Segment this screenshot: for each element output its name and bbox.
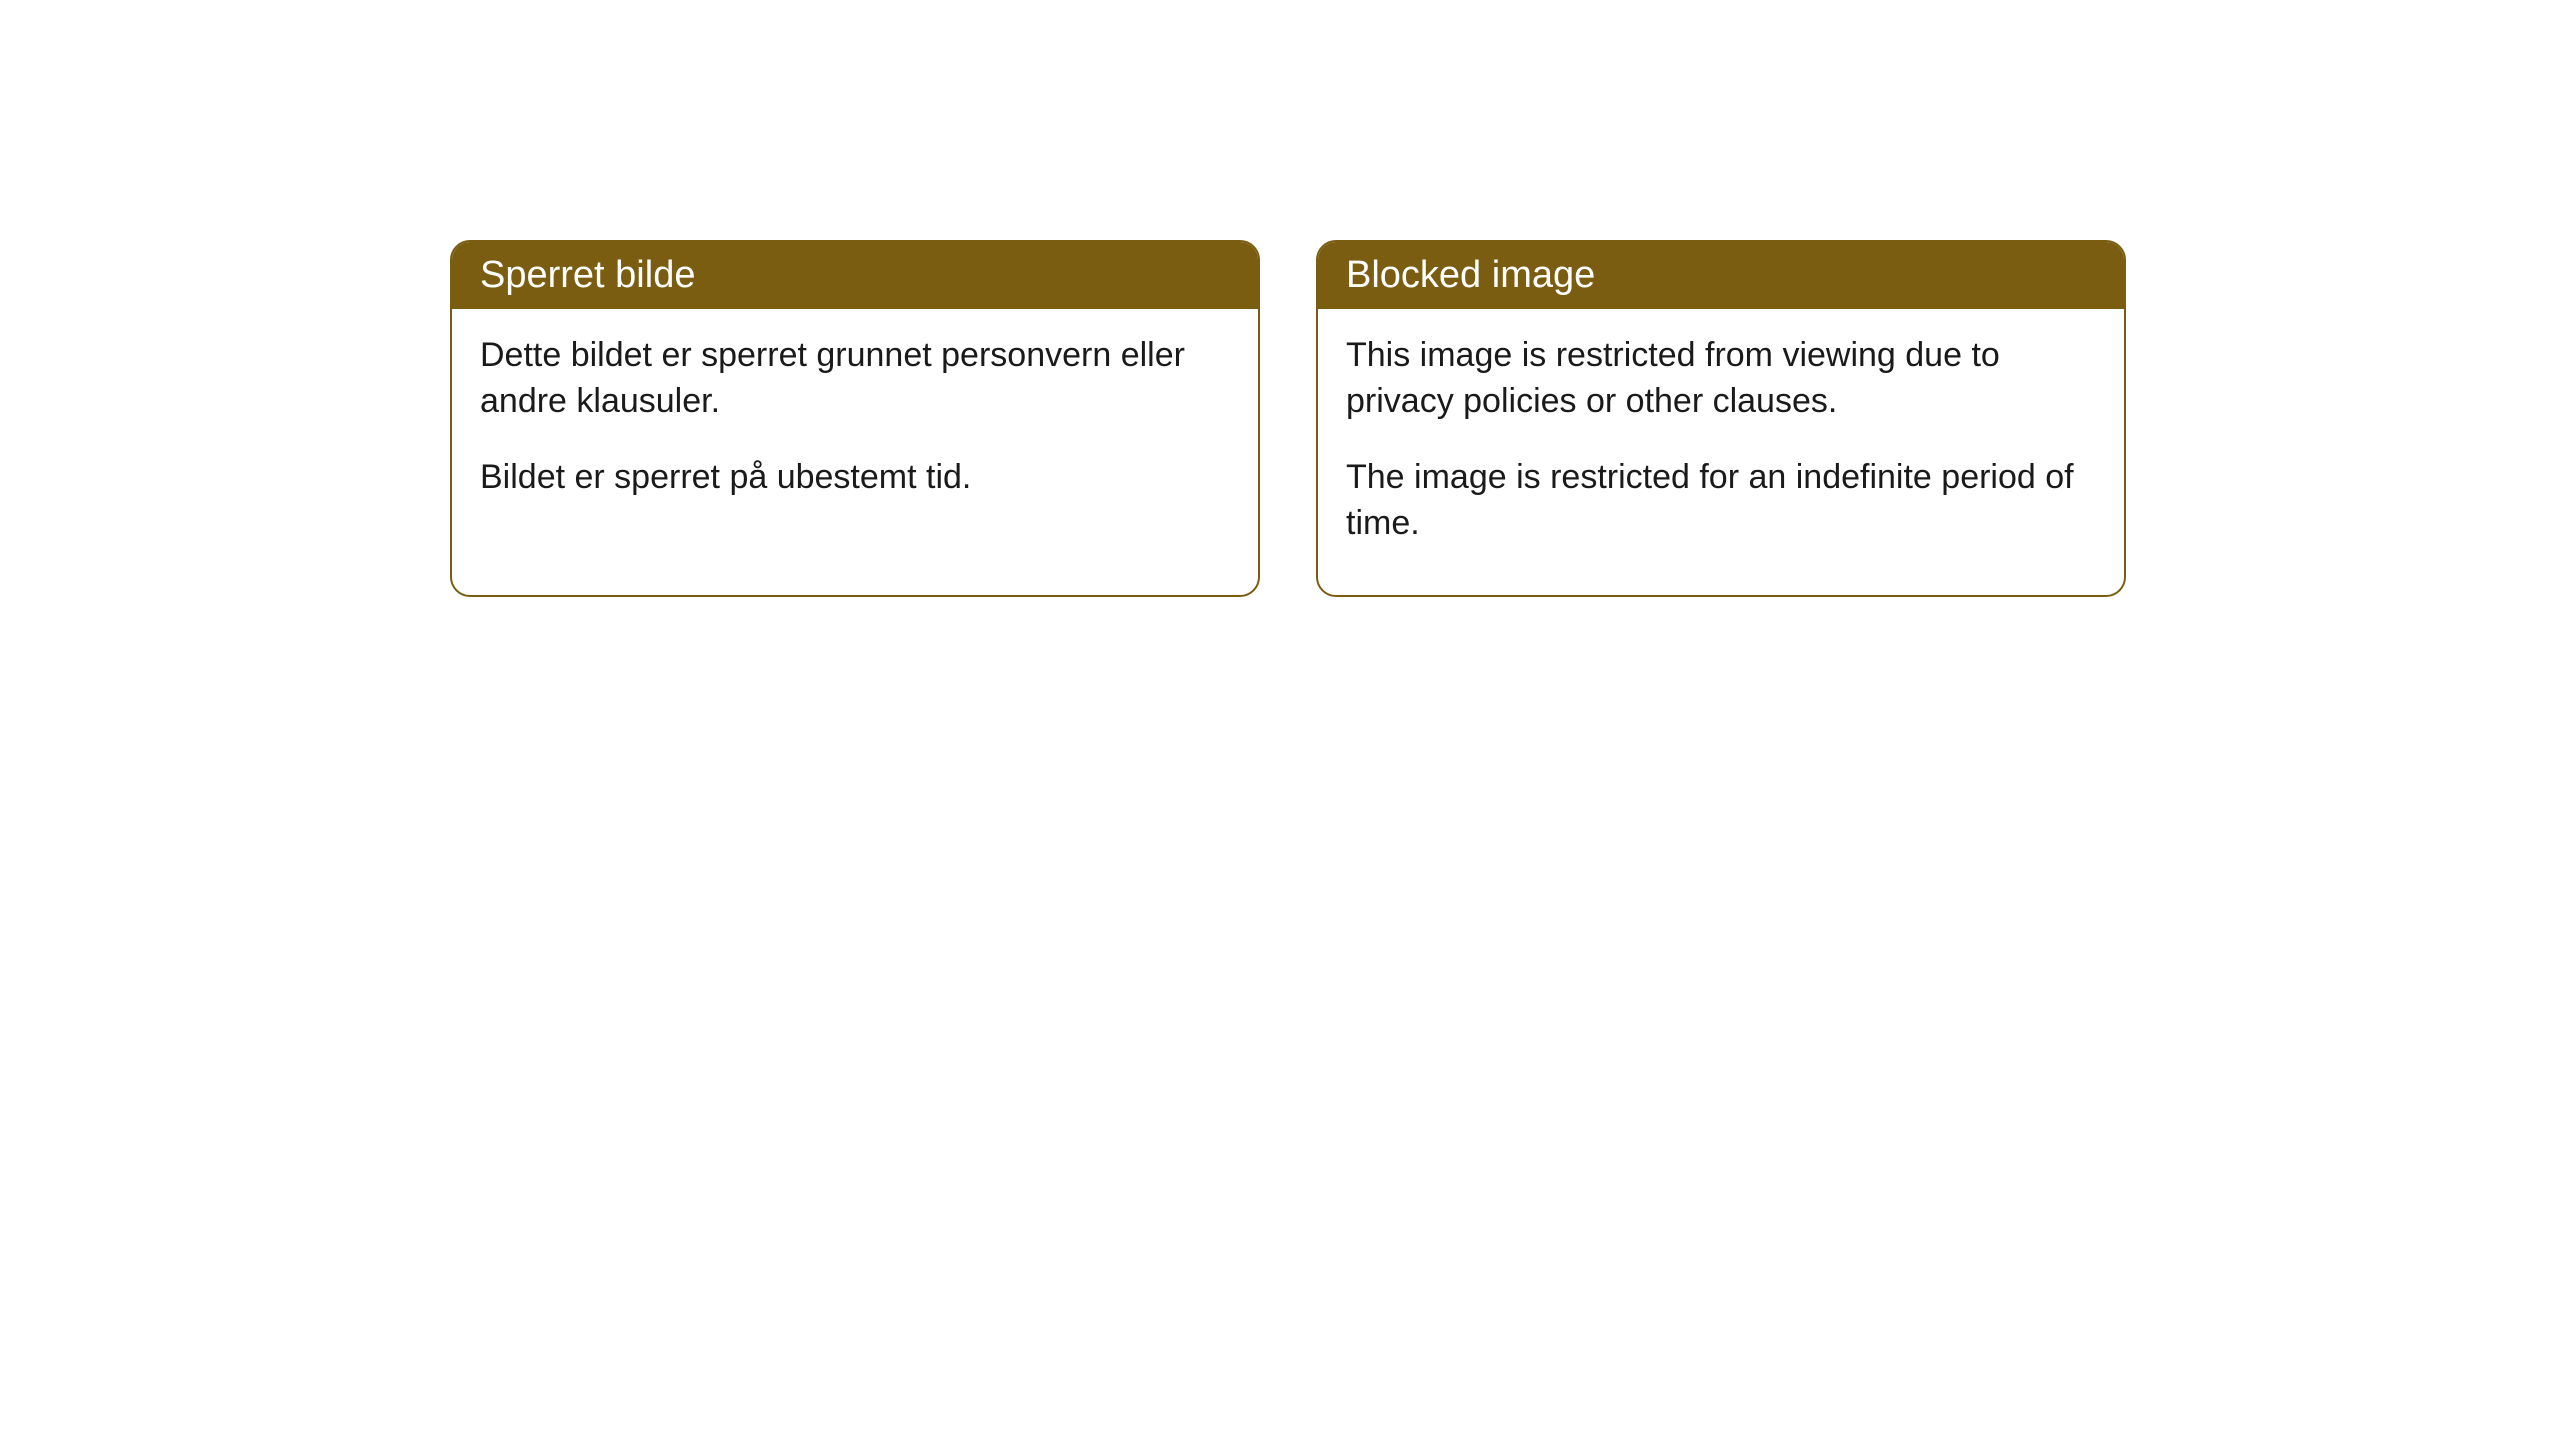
- card-title: Blocked image: [1346, 254, 1595, 296]
- blocked-image-card-no: Sperret bilde Dette bildet er sperret gr…: [450, 240, 1260, 597]
- card-header: Sperret bilde: [452, 242, 1258, 309]
- card-body: Dette bildet er sperret grunnet personve…: [452, 309, 1258, 549]
- card-paragraph: Dette bildet er sperret grunnet personve…: [480, 333, 1230, 425]
- card-header: Blocked image: [1318, 242, 2124, 309]
- card-paragraph: The image is restricted for an indefinit…: [1346, 455, 2096, 547]
- card-paragraph: This image is restricted from viewing du…: [1346, 333, 2096, 425]
- card-title: Sperret bilde: [480, 254, 695, 296]
- card-body: This image is restricted from viewing du…: [1318, 309, 2124, 595]
- card-paragraph: Bildet er sperret på ubestemt tid.: [480, 455, 1230, 501]
- blocked-image-card-en: Blocked image This image is restricted f…: [1316, 240, 2126, 597]
- notice-cards-container: Sperret bilde Dette bildet er sperret gr…: [0, 0, 2560, 597]
